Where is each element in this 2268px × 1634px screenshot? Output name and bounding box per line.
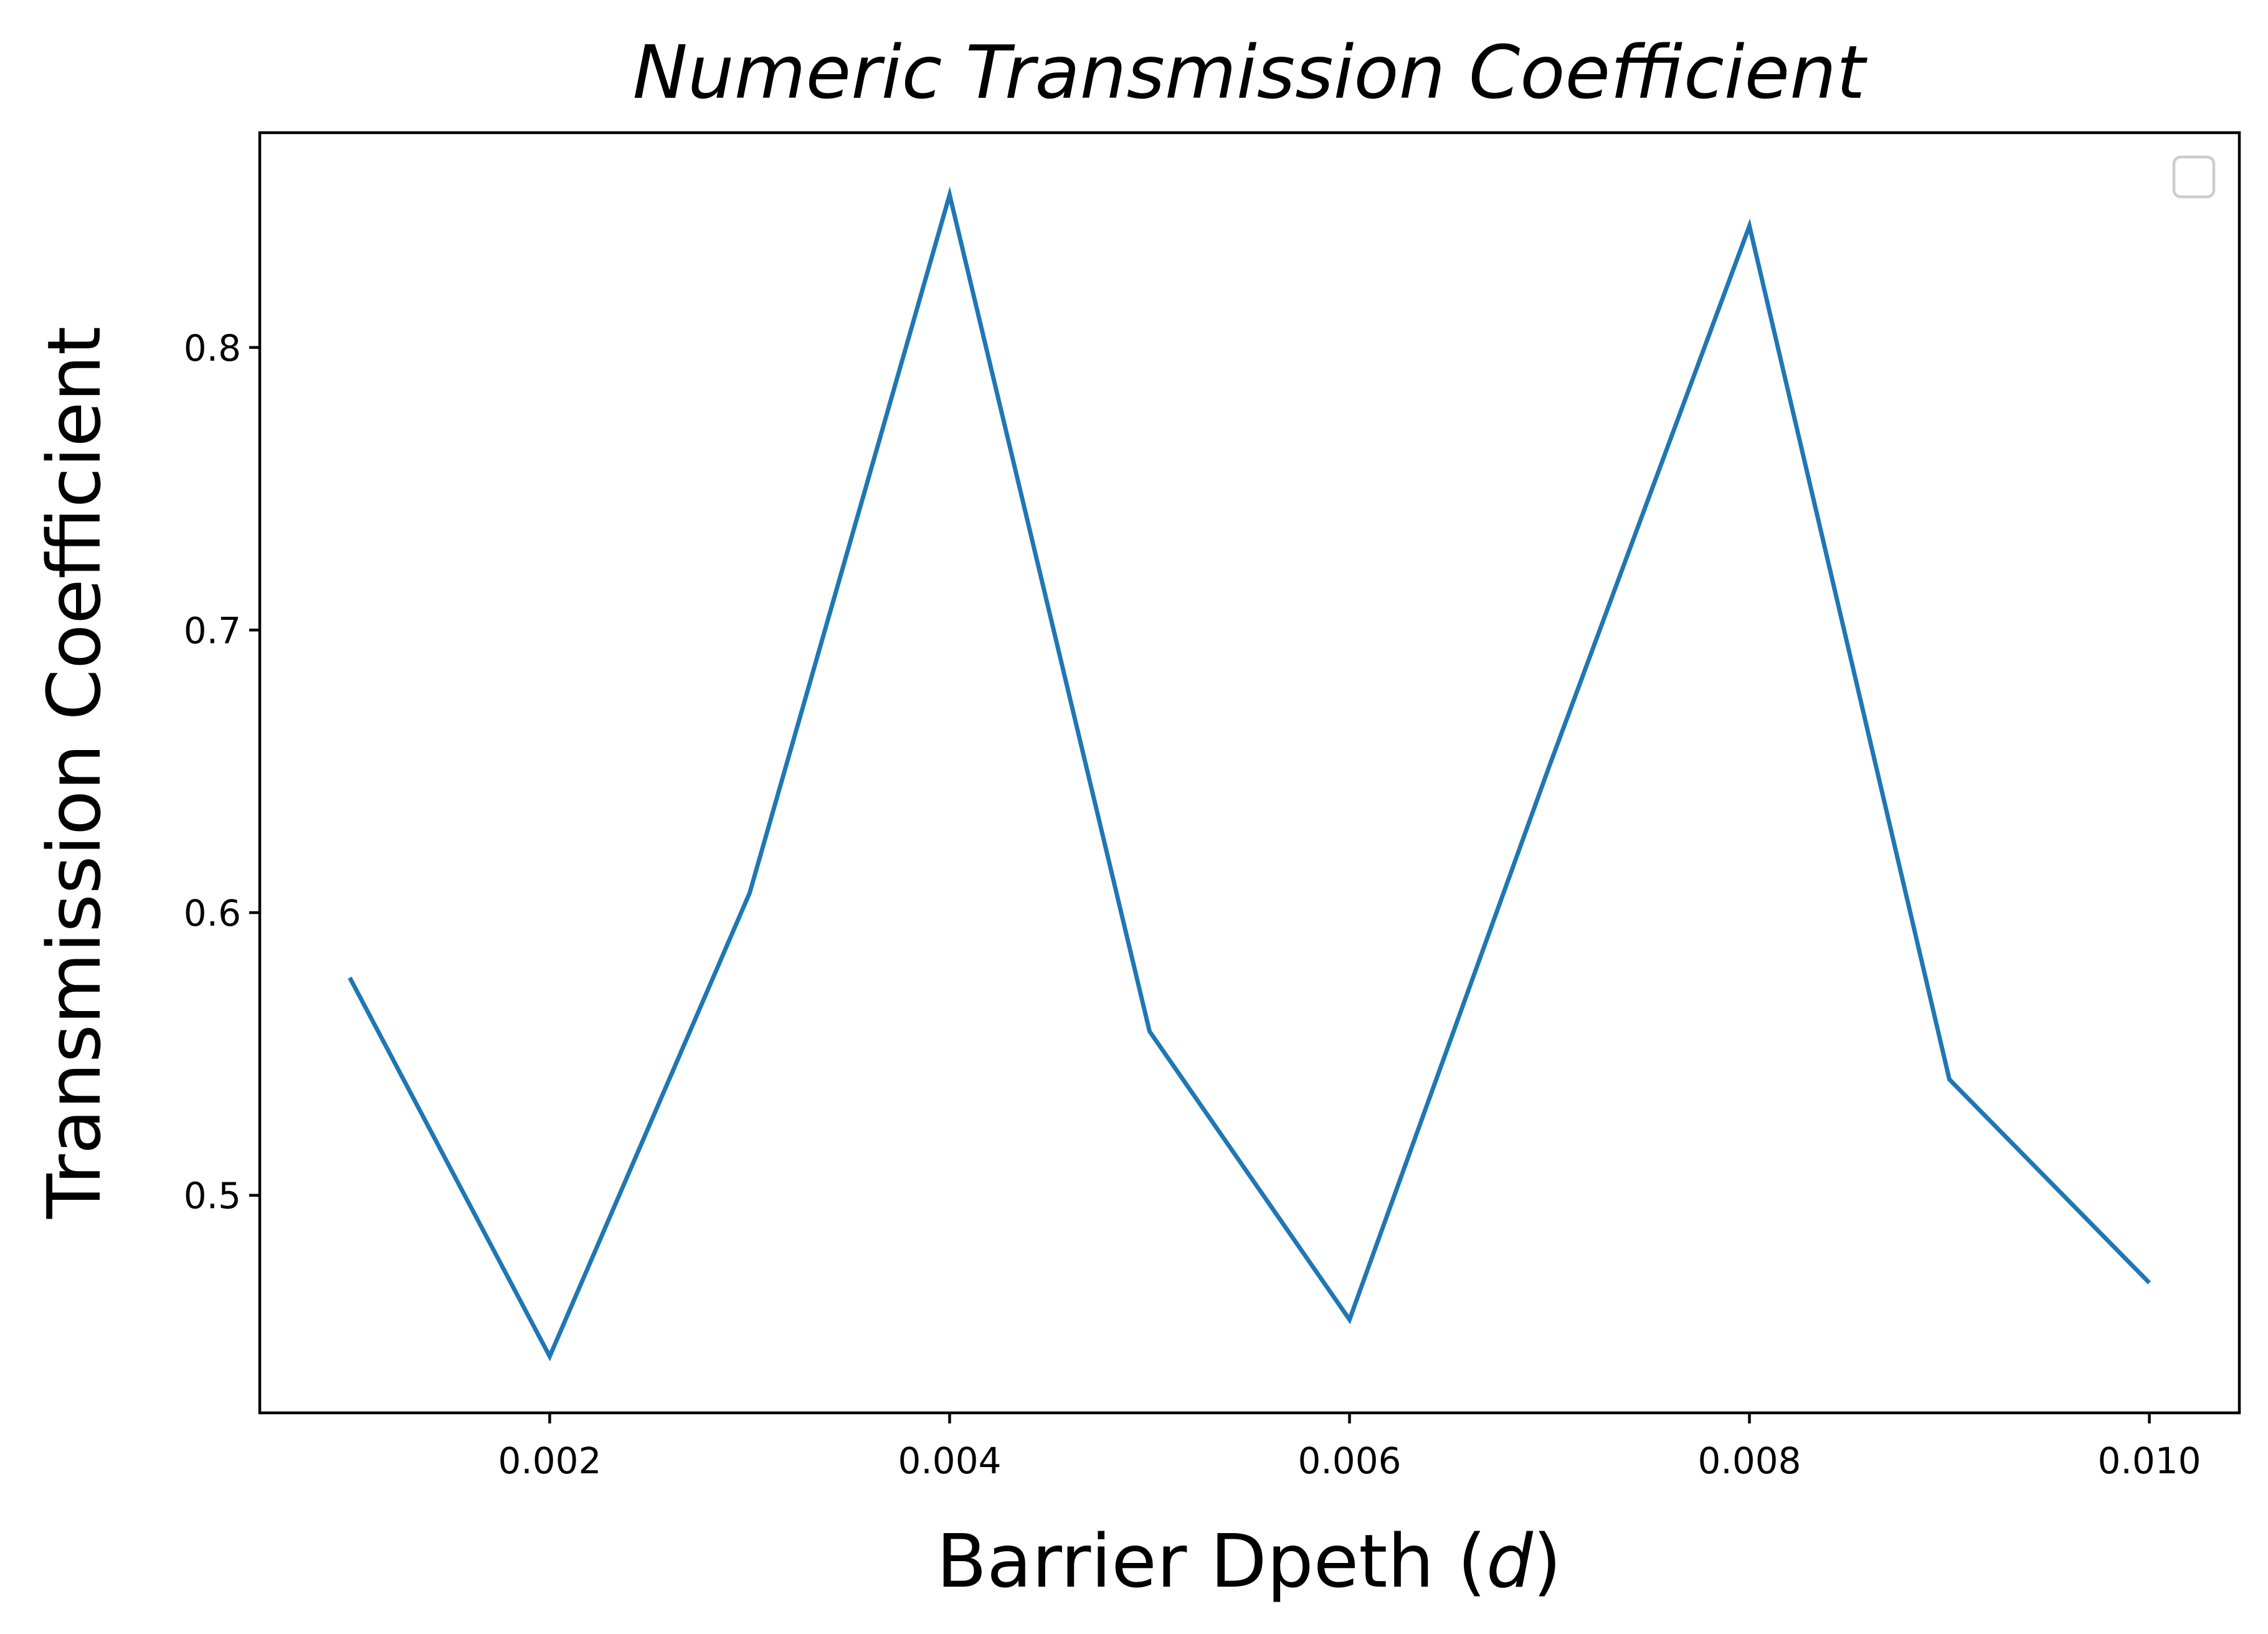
x-axis-ticks: 0.002 0.004 0.006 0.008 0.010 <box>498 1413 2201 1482</box>
x-tick-label: 0.010 <box>2098 1440 2201 1482</box>
y-tick-label: 0.7 <box>184 609 241 652</box>
chart-title: Numeric Transmission Coefficient <box>633 29 1867 115</box>
x-tick-label: 0.006 <box>1298 1440 1401 1482</box>
y-tick-label: 0.8 <box>184 327 241 369</box>
plot-area-frame <box>258 131 2241 1415</box>
legend-box <box>2172 155 2216 199</box>
x-axis-label: Barrier Dpeth (d) <box>936 1518 1562 1604</box>
x-tick-label: 0.004 <box>898 1440 1001 1482</box>
y-tick-label: 0.6 <box>184 892 241 934</box>
y-axis-ticks: 0.5 0.6 0.7 0.8 <box>184 327 260 1217</box>
y-axis-label: Transmission Coefficient <box>31 326 117 1219</box>
y-tick-label: 0.5 <box>184 1175 241 1217</box>
series-line <box>348 186 2151 1362</box>
x-tick-label: 0.008 <box>1698 1440 1801 1482</box>
x-tick-label: 0.002 <box>498 1440 601 1482</box>
